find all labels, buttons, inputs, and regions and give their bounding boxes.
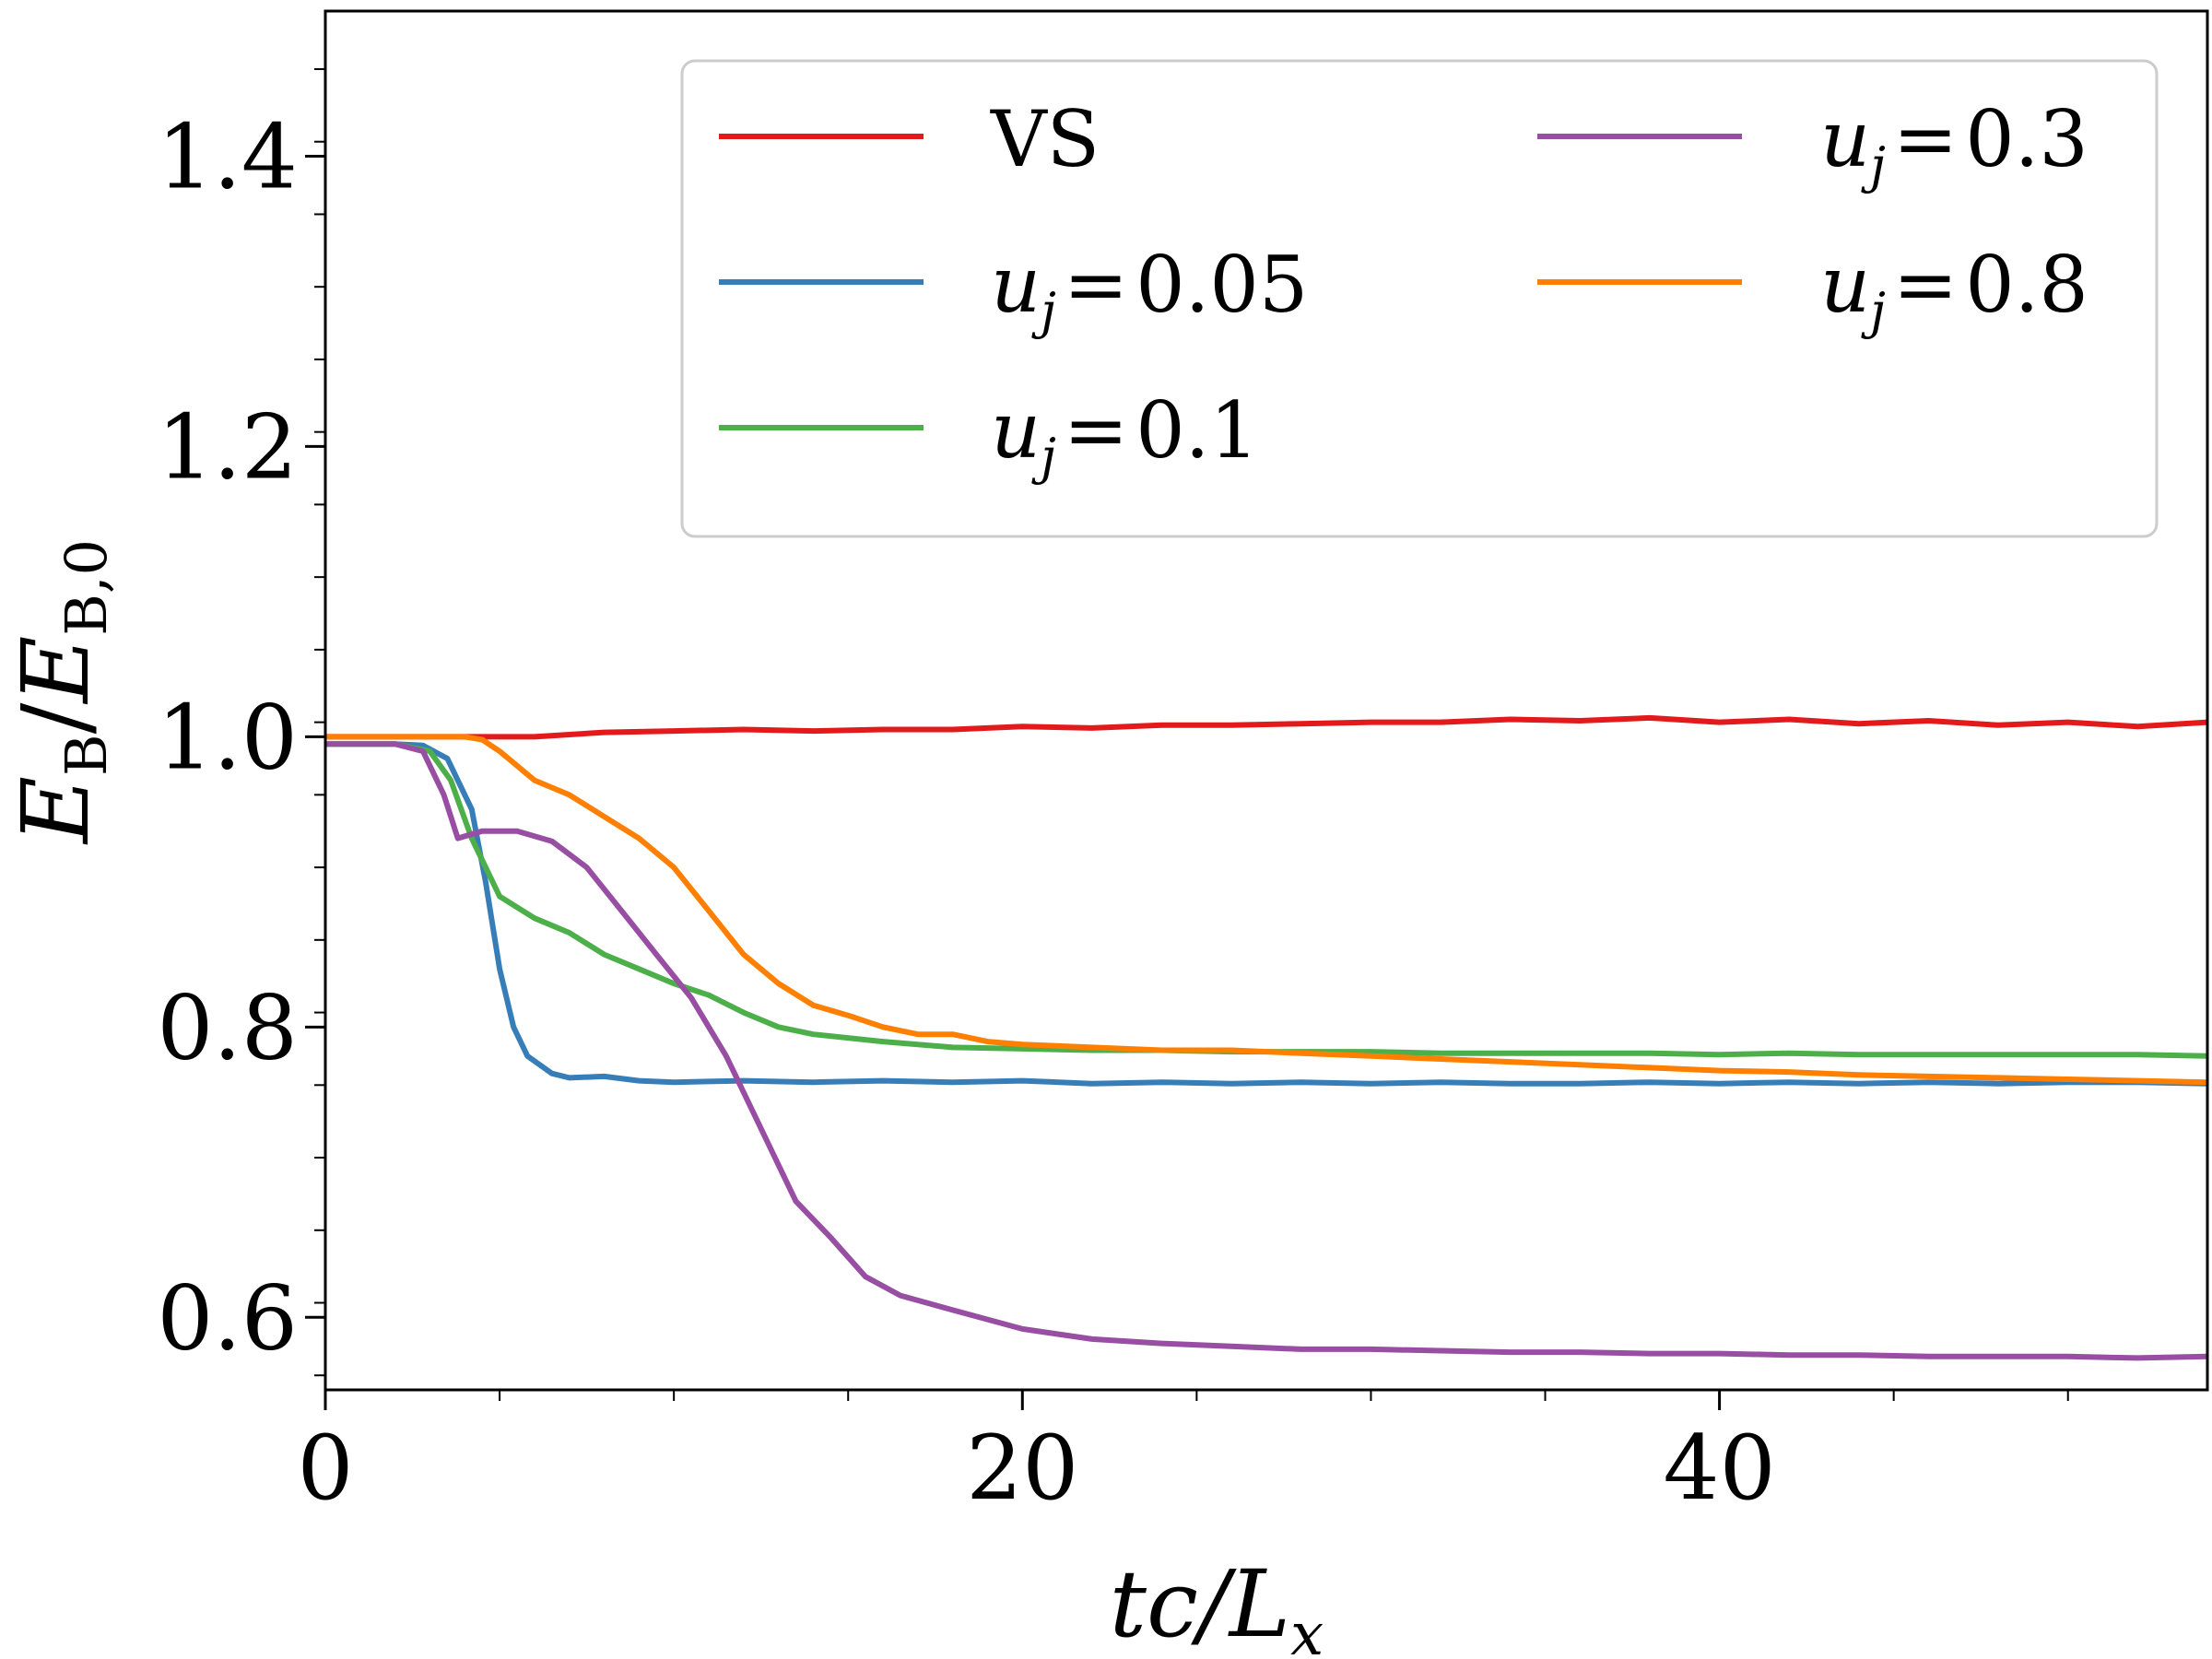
y-axis-label-E1: E (2, 776, 110, 845)
x-tick-label-20: 20 (966, 1417, 1078, 1520)
legend-entry-uj-03: uj=0.3 (1537, 94, 2088, 194)
y-axis-label-sub1: B (53, 734, 120, 776)
x-axis-label-L: L (1228, 1550, 1290, 1658)
y-tick-label-1.2: 1.2 (157, 395, 298, 499)
legend-label-vs: VS (990, 94, 1100, 184)
legend-entry-vs: VS (719, 94, 1100, 184)
legend-label-uj-08: uj=0.8 (1820, 240, 2088, 340)
x-axis-label: tc/Lx (1110, 1550, 1324, 1659)
legend-box (680, 59, 2159, 538)
legend-entry-uj-01: uj=0.1 (719, 385, 1259, 486)
series-line-uj-08 (325, 734, 2208, 1086)
y-tick-label-1: 1.0 (157, 686, 298, 789)
legend-label-uj-01: uj=0.1 (991, 385, 1259, 486)
x-axis-label-sub: x (1290, 1601, 1324, 1659)
y-axis-label: EB/EB,0 (2, 539, 120, 845)
x-tick-label-40: 40 (1664, 1417, 1776, 1520)
y-axis-label-slash: / (2, 702, 110, 734)
x-tick-label-0: 0 (297, 1417, 353, 1520)
y-tick-label-1.4: 1.4 (157, 105, 298, 208)
legend-entry-uj-005: uj=0.05 (719, 240, 1308, 340)
y-tick-label-0.6: 0.6 (157, 1266, 298, 1370)
x-axis-label-main: tc/ (1110, 1550, 1237, 1658)
y-axis-label-sub2: B,0 (53, 539, 120, 636)
series-line-vs (325, 714, 2208, 740)
axes-frame (324, 9, 2209, 1392)
series-line-uj-01 (325, 741, 2208, 1059)
series-layer (325, 714, 2208, 1361)
y-tick-label-0.8: 0.8 (157, 976, 298, 1079)
series-line-uj-03 (325, 741, 2208, 1361)
legend: VS uj=0.05 uj=0.1 uj=0.3 uj=0.8 (680, 59, 2159, 538)
legend-entry-uj-08: uj=0.8 (1537, 240, 2088, 340)
legend-label-uj-005: uj=0.05 (991, 240, 1308, 340)
legend-label-uj-03: uj=0.3 (1820, 94, 2088, 194)
series-line-uj-005 (325, 741, 2208, 1087)
ticks-layer: 0 20 40 0.6 0.8 1.0 1.2 1.4 (157, 67, 2069, 1520)
y-axis-label-E2: E (2, 636, 110, 705)
